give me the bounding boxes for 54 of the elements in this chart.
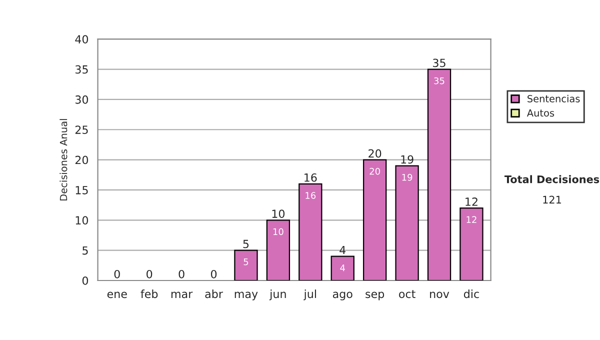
total-label: 0 xyxy=(114,270,120,278)
data-label: 20 xyxy=(370,168,380,175)
legend-label: Sentencias xyxy=(528,94,580,102)
x-tick-label: mar xyxy=(171,292,193,298)
y-tick-label: 10 xyxy=(76,216,88,225)
bar xyxy=(395,165,419,280)
total-label: 0 xyxy=(210,270,217,278)
data-label: 5 xyxy=(244,258,248,266)
total-label: 16 xyxy=(304,173,317,182)
total-label: 0 xyxy=(146,270,152,278)
data-label: 12 xyxy=(466,216,476,223)
legend-label: Autos xyxy=(526,109,554,117)
total-label: 10 xyxy=(272,210,285,218)
data-label: 16 xyxy=(306,192,316,199)
x-tick-label: jul xyxy=(304,290,316,300)
total-label: 19 xyxy=(401,155,414,164)
y-tick-label: 30 xyxy=(75,95,88,104)
text: 121 xyxy=(543,196,561,204)
y-tick-label: 0 xyxy=(82,276,88,285)
total-label: 12 xyxy=(466,198,478,206)
x-tick-label: abr xyxy=(205,290,223,298)
bar xyxy=(427,68,452,280)
data-label: 35 xyxy=(434,77,444,84)
bar xyxy=(363,159,387,280)
total-label: 4 xyxy=(340,246,346,254)
data-label: 10 xyxy=(273,228,284,236)
total-label: 20 xyxy=(368,149,382,158)
y-tick-label: 25 xyxy=(75,126,88,134)
bar xyxy=(460,208,484,280)
x-tick-label: ago xyxy=(332,292,352,300)
x-tick-label: feb xyxy=(140,290,158,298)
y-tick-label: 35 xyxy=(75,65,88,74)
y-tick-label: 15 xyxy=(76,186,88,194)
y-axis-title: Decisiones Anual xyxy=(60,119,68,200)
y-tick-label: 5 xyxy=(82,246,88,255)
bar xyxy=(234,250,258,280)
x-tick-label: nov xyxy=(430,292,450,298)
text: Total Decisiones xyxy=(504,175,600,184)
bar xyxy=(266,220,290,280)
data-label: 4 xyxy=(340,264,345,272)
bar xyxy=(298,183,322,280)
x-tick-label: ene xyxy=(107,292,127,298)
x-tick-label: sep xyxy=(366,292,384,300)
x-tick-label: may xyxy=(234,292,258,300)
y-tick-label: 20 xyxy=(75,156,88,164)
total-label: 0 xyxy=(178,270,184,278)
y-tick-label: 40 xyxy=(75,35,88,44)
x-tick-label: jun xyxy=(269,290,286,300)
data-label: 19 xyxy=(402,174,412,181)
x-tick-label: dic xyxy=(464,290,479,298)
x-tick-label: oct xyxy=(399,290,416,298)
total-label: 5 xyxy=(243,240,249,248)
bar xyxy=(330,256,354,280)
total-label: 35 xyxy=(433,58,446,68)
